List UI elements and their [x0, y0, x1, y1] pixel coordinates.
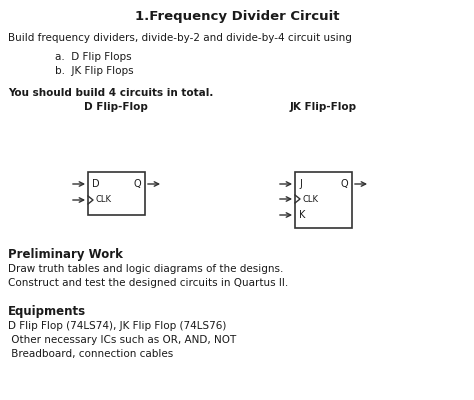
- Text: Construct and test the designed circuits in Quartus II.: Construct and test the designed circuits…: [8, 278, 288, 288]
- Text: You should build 4 circuits in total.: You should build 4 circuits in total.: [8, 88, 213, 98]
- Text: K: K: [299, 210, 305, 220]
- Text: CLK: CLK: [303, 194, 319, 204]
- Text: Other necessary ICs such as OR, AND, NOT: Other necessary ICs such as OR, AND, NOT: [8, 335, 236, 345]
- Text: Q: Q: [340, 179, 348, 189]
- Text: CLK: CLK: [96, 196, 112, 204]
- Text: Preliminary Work: Preliminary Work: [8, 248, 123, 261]
- Text: Q: Q: [133, 179, 141, 189]
- Text: J: J: [299, 179, 302, 189]
- Text: 1.Frequency Divider Circuit: 1.Frequency Divider Circuit: [135, 10, 339, 23]
- Bar: [88, 172, 145, 215]
- Text: Draw truth tables and logic diagrams of the designs.: Draw truth tables and logic diagrams of …: [8, 264, 283, 274]
- Text: Build frequency dividers, divide-by-2 and divide-by-4 circuit using: Build frequency dividers, divide-by-2 an…: [8, 33, 352, 43]
- Text: D: D: [92, 179, 100, 189]
- Text: Equipments: Equipments: [8, 305, 86, 318]
- Text: D Flip Flop (74LS74), JK Flip Flop (74LS76): D Flip Flop (74LS74), JK Flip Flop (74LS…: [8, 321, 227, 331]
- Text: JK Flip-Flop: JK Flip-Flop: [290, 102, 356, 112]
- Text: a.  D Flip Flops: a. D Flip Flops: [55, 52, 132, 62]
- Text: Breadboard, connection cables: Breadboard, connection cables: [8, 349, 173, 359]
- Text: b.  JK Flip Flops: b. JK Flip Flops: [55, 66, 134, 76]
- Text: D Flip-Flop: D Flip-Flop: [84, 102, 148, 112]
- Bar: [295, 172, 352, 228]
